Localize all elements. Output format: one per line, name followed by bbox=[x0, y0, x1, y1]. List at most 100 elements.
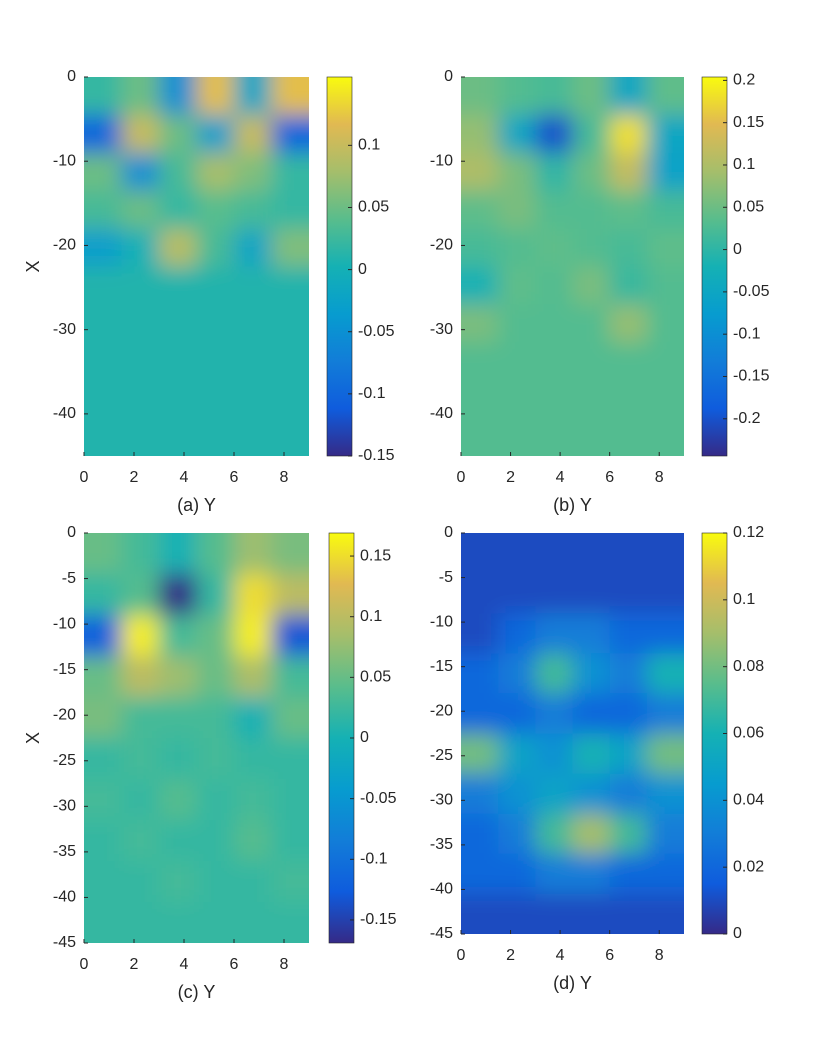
heatmap-cell bbox=[572, 77, 611, 116]
colorbar-tick-label: 0.2 bbox=[733, 72, 755, 89]
heatmap-cell bbox=[121, 190, 160, 230]
y-axis-label: X bbox=[23, 260, 43, 272]
heatmap-cell bbox=[271, 266, 309, 305]
heatmap-cell bbox=[498, 114, 536, 154]
y-tick-label: -20 bbox=[430, 237, 453, 254]
y-tick-label: -35 bbox=[53, 843, 76, 860]
heatmap-cell bbox=[159, 574, 197, 616]
heatmap-cell bbox=[461, 653, 499, 694]
heatmap-cell bbox=[234, 152, 272, 192]
y-tick-label: -30 bbox=[53, 798, 76, 815]
heatmap-cell bbox=[535, 573, 573, 614]
heatmap-cell bbox=[84, 418, 122, 456]
heatmap-cell bbox=[159, 77, 197, 116]
heatmap-cell bbox=[271, 574, 309, 616]
heatmap-cell bbox=[234, 266, 272, 305]
x-tick-label: 4 bbox=[556, 469, 565, 486]
heatmap-cell bbox=[646, 418, 684, 456]
heatmap-cell bbox=[271, 779, 309, 821]
heatmap-cell bbox=[196, 418, 235, 456]
heatmap-cell bbox=[498, 228, 536, 267]
x-tick-label: 6 bbox=[605, 947, 614, 964]
heatmap-cell bbox=[535, 342, 573, 381]
colorbar-tick-label: 0.02 bbox=[733, 858, 764, 875]
x-tick-label: 2 bbox=[506, 469, 515, 486]
heatmap-cell bbox=[84, 861, 122, 903]
heatmap-cell bbox=[196, 533, 235, 575]
heatmap-cell bbox=[234, 342, 272, 381]
heatmap-cell bbox=[271, 342, 309, 381]
heatmap-cell bbox=[196, 77, 235, 116]
heatmap-cell bbox=[121, 114, 160, 154]
heatmap-cell bbox=[498, 853, 536, 895]
y-tick-label: -45 bbox=[430, 925, 453, 942]
heatmap-cell bbox=[271, 902, 309, 943]
heatmap-cell bbox=[121, 697, 160, 739]
heatmap-cell bbox=[535, 613, 573, 654]
heatmap-cell bbox=[609, 418, 648, 456]
heatmap-cell bbox=[159, 304, 197, 343]
heatmap-cell bbox=[461, 773, 499, 815]
heatmap-cell bbox=[646, 813, 684, 855]
heatmap-cell bbox=[159, 861, 197, 903]
heatmap-cell bbox=[234, 304, 272, 343]
heatmap-cell bbox=[498, 733, 536, 775]
heatmap-cell bbox=[271, 152, 309, 192]
heatmap-cell bbox=[159, 266, 197, 305]
y-tick-label: -10 bbox=[53, 152, 76, 169]
heatmap-cell bbox=[234, 738, 272, 780]
heatmap-cell bbox=[646, 114, 684, 154]
heatmap-cell bbox=[498, 380, 536, 419]
heatmap-cell bbox=[609, 773, 648, 815]
heatmap-cell bbox=[159, 228, 197, 267]
colorbar-tick-label: 0.12 bbox=[733, 524, 764, 541]
heatmap-cell bbox=[84, 697, 122, 739]
y-tick-label: -20 bbox=[53, 237, 76, 254]
heatmap-cell bbox=[572, 152, 611, 192]
heatmap-cell bbox=[461, 893, 499, 934]
heatmap-cell bbox=[609, 152, 648, 192]
heatmap-cell bbox=[234, 697, 272, 739]
heatmap-cell bbox=[271, 656, 309, 698]
heatmap-cell bbox=[572, 380, 611, 419]
heatmap-cell bbox=[646, 266, 684, 305]
heatmap-cell bbox=[572, 342, 611, 381]
heatmap-cell bbox=[461, 613, 499, 654]
heatmap-cell bbox=[535, 693, 573, 734]
x-tick-label: 8 bbox=[655, 469, 664, 486]
x-tick-label: 2 bbox=[506, 947, 515, 964]
heatmap-cell bbox=[121, 380, 160, 419]
colorbar-tick-label: 0 bbox=[358, 261, 367, 278]
colorbar-tick-label: -0.15 bbox=[358, 447, 395, 464]
heatmap-cell bbox=[159, 152, 197, 192]
heatmap-cell bbox=[121, 304, 160, 343]
heatmap-cell bbox=[159, 697, 197, 739]
heatmap-cell bbox=[159, 656, 197, 698]
colorbar-tick-label: 0 bbox=[733, 925, 742, 942]
heatmap-cell bbox=[159, 533, 197, 575]
heatmap-cell bbox=[461, 266, 499, 305]
plot-area bbox=[461, 77, 684, 456]
heatmap-cell bbox=[234, 380, 272, 419]
heatmap-cell bbox=[271, 738, 309, 780]
heatmap-cell bbox=[646, 380, 684, 419]
heatmap-cell bbox=[646, 573, 684, 614]
heatmap-cell bbox=[535, 853, 573, 895]
y-tick-label: -10 bbox=[430, 152, 453, 169]
y-tick-label: -15 bbox=[430, 658, 453, 675]
colorbar-tick-label: 0 bbox=[360, 729, 369, 746]
heatmap-cell bbox=[609, 190, 648, 230]
heatmap-cell bbox=[535, 773, 573, 815]
heatmap-cell bbox=[646, 77, 684, 116]
heatmap-cell bbox=[234, 190, 272, 230]
heatmap-cell bbox=[196, 615, 235, 657]
heatmap-cell bbox=[572, 773, 611, 815]
colorbar-tick-label: 0.05 bbox=[733, 199, 764, 216]
colorbar-tick-label: 0.1 bbox=[358, 137, 380, 154]
colorbar-tick-label: -0.05 bbox=[360, 790, 397, 807]
colorbar-tick-label: -0.2 bbox=[733, 410, 761, 427]
y-tick-label: 0 bbox=[444, 68, 453, 85]
x-tick-label: 4 bbox=[180, 956, 189, 973]
heatmap-cell bbox=[609, 573, 648, 614]
heatmap-cell bbox=[461, 533, 499, 574]
